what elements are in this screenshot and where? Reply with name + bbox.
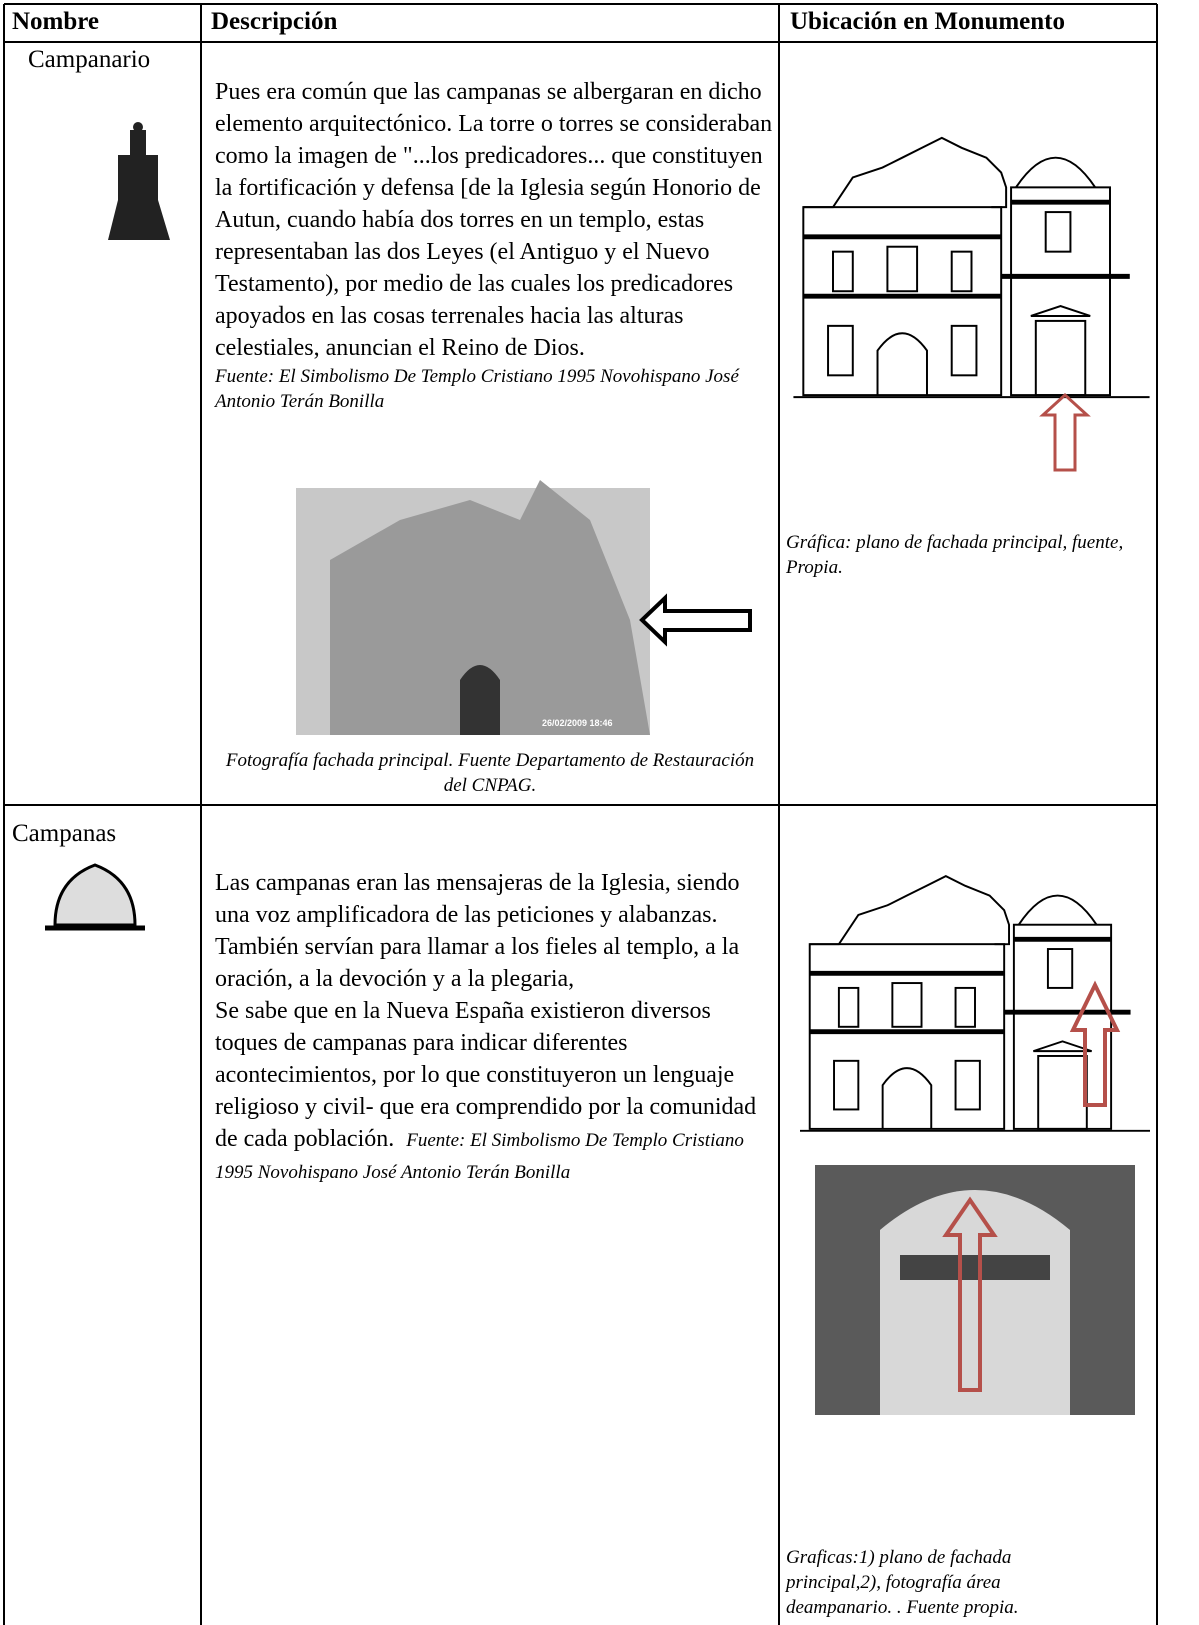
description: Las campanas eran las mensajeras de la I… [215,867,775,1187]
paragraph: Pues era común que las campanas se alber… [215,79,773,361]
arrow [1039,392,1091,472]
arrow [639,593,752,647]
photo [815,1165,1135,1415]
photo [296,480,650,735]
header-cell: Nombre [12,8,100,35]
row-name: Campanas [12,820,117,847]
description: Pues era común que las campanas se alber… [215,76,775,414]
source: Fuente: El Simbolismo De Templo Cristian… [215,1130,744,1183]
arrow [942,1196,998,1392]
paragraph: Se sabe que en la Nueva España existiero… [215,995,775,1187]
paragraph: Las campanas eran las mensajeras de la I… [215,870,740,992]
photo-stamp: 26/02/2009 18:46 [542,718,613,728]
facade-plan [793,138,1149,397]
row-name: Campanario [28,46,151,73]
bell-icon [45,863,145,931]
text: Se sabe que en la Nueva España existiero… [215,998,757,1152]
source: Fuente: El Simbolismo De Templo Cristian… [215,366,739,412]
tower-icon [108,122,170,240]
facade-plan [800,876,1150,1131]
header-cell: Ubicación en Monumento [790,8,1065,35]
caption: Gráfica: plano de fachada principal, fue… [786,532,1124,578]
header-cell: Descripción [211,8,338,35]
grid-lines [3,3,1158,1625]
caption: Graficas:1) plano de fachada principal,2… [786,1547,1019,1618]
caption: Fotografía fachada principal. Fuente Dep… [225,750,755,796]
arrow [1069,980,1121,1107]
